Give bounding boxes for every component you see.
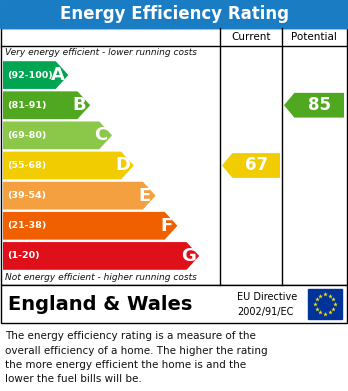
Text: The energy efficiency rating is a measure of the: The energy efficiency rating is a measur… [5,331,256,341]
Text: (55-68): (55-68) [7,161,46,170]
Text: Current: Current [231,32,271,42]
Polygon shape [3,152,134,179]
Text: (81-91): (81-91) [7,101,47,110]
Bar [0,0,348,28]
Text: D: D [116,156,130,174]
Text: C: C [95,126,108,144]
Polygon shape [3,122,112,149]
Text: the more energy efficient the home is and the: the more energy efficient the home is an… [5,360,246,370]
Text: 2002/91/EC: 2002/91/EC [237,307,293,317]
Text: A: A [51,66,65,84]
Text: lower the fuel bills will be.: lower the fuel bills will be. [5,375,142,384]
Text: Energy Efficiency Rating: Energy Efficiency Rating [60,5,288,23]
Text: B: B [73,96,86,114]
Text: England & Wales: England & Wales [8,294,192,314]
Polygon shape [284,93,344,118]
Text: G: G [181,247,196,265]
Polygon shape [3,212,177,240]
Text: EU Directive: EU Directive [237,292,297,302]
Text: (69-80): (69-80) [7,131,46,140]
Polygon shape [3,91,90,119]
Polygon shape [222,153,280,178]
Text: (1-20): (1-20) [7,251,40,260]
Text: F: F [160,217,173,235]
Polygon shape [3,61,69,89]
Polygon shape [3,242,199,270]
Text: 67: 67 [245,156,268,174]
Text: E: E [139,187,151,204]
Text: Potential: Potential [291,32,337,42]
Polygon shape [3,182,156,210]
Text: 85: 85 [308,96,331,114]
Text: (21-38): (21-38) [7,221,46,230]
Text: overall efficiency of a home. The higher the rating: overall efficiency of a home. The higher… [5,346,268,355]
Bar [1,285,347,323]
Bar [308,289,342,319]
Bar [1,28,347,285]
Text: Very energy efficient - lower running costs: Very energy efficient - lower running co… [5,48,197,57]
Text: (39-54): (39-54) [7,191,46,200]
Text: (92-100): (92-100) [7,70,53,80]
Text: Not energy efficient - higher running costs: Not energy efficient - higher running co… [5,273,197,282]
